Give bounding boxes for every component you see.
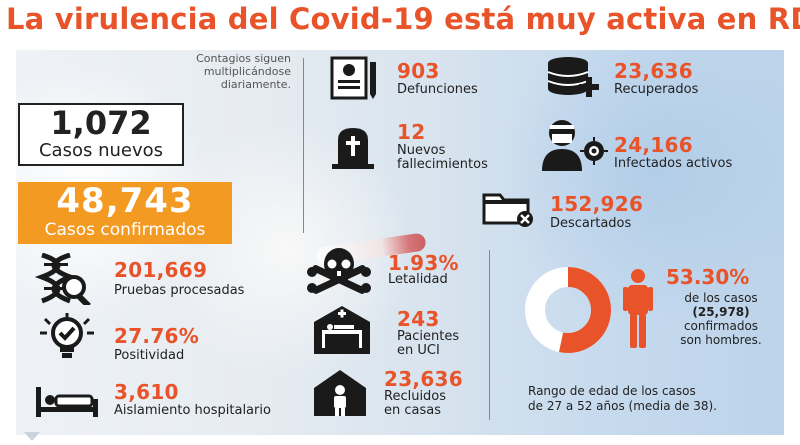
recuperados-value: 23,636 (614, 59, 693, 83)
pruebas-label: Pruebas procesadas (114, 283, 245, 298)
uci-label: en UCI (397, 343, 440, 358)
hombres-caption-line: son hombres. (680, 333, 762, 347)
casos-nuevos-box: 1,072 Casos nuevos (18, 103, 184, 166)
recuperados-label: Recuperados (614, 82, 699, 97)
infectados-value: 24,166 (614, 133, 693, 157)
pruebas-value: 201,669 (114, 258, 208, 282)
defunciones-value: 903 (397, 59, 440, 83)
nuevos-fallecimientos-value: 12 (397, 120, 426, 144)
positividad-value: 27.76% (114, 324, 200, 348)
aislamiento-value: 3,610 (114, 380, 179, 404)
page-title: La virulencia del Covid-19 está muy acti… (6, 2, 800, 36)
uci-value: 243 (397, 307, 440, 331)
casos-confirmados-box: 48,743 Casos confirmados (18, 182, 232, 244)
hombres-percent: 53.30% (666, 265, 750, 289)
hombres-caption-line: (25,978) (692, 305, 750, 319)
gender-ring-chart (525, 267, 653, 353)
infectados-label: Infectados activos (614, 156, 733, 171)
nuevos-fallecimientos-label: fallecimientos (397, 157, 488, 172)
descartados-value: 152,926 (550, 192, 644, 216)
database-plus-icon (547, 57, 599, 97)
positividad-label: Positividad (114, 348, 185, 363)
divider (303, 58, 304, 233)
dna-magnifier-icon (34, 253, 91, 305)
recluidos-label: en casas (384, 403, 441, 418)
house-person-icon (314, 370, 366, 416)
rango-edad-line: Rango de edad de los casos (528, 384, 696, 398)
death-certificate-icon (330, 56, 376, 100)
masked-person-virus-icon (542, 120, 608, 171)
descartados-label: Descartados (550, 216, 632, 231)
lightbulb-check-icon (40, 313, 94, 358)
hombres-caption: de los casos (25,978) confirmados son ho… (666, 291, 776, 347)
casos-confirmados-label: Casos confirmados (44, 220, 206, 240)
casos-nuevos-label: Casos nuevos (38, 140, 164, 161)
casos-nuevos-value: 1,072 (50, 104, 152, 142)
intro-text: Contagios siguen multiplicándose diariam… (196, 52, 291, 91)
aislamiento-label: Aislamiento hospitalario (114, 403, 271, 418)
casos-confirmados-value: 48,743 (56, 181, 194, 221)
man-figure-icon (623, 269, 653, 348)
hospital-bed-icon (314, 306, 370, 354)
nuevos-fallecimientos-label: Nuevos (397, 143, 446, 158)
hombres-caption-line: confirmados (683, 319, 759, 333)
folder-x-icon (482, 193, 533, 227)
letalidad-value: 1.93% (388, 251, 459, 275)
rango-edad-line: de 27 a 52 años (media de 38). (528, 399, 717, 413)
tombstone-icon (332, 128, 374, 169)
letalidad-label: Letalidad (388, 272, 448, 287)
uci-label: Pacientes (397, 329, 460, 344)
callout-pointer (24, 432, 40, 441)
skull-crossbones-icon (307, 248, 371, 294)
divider (489, 250, 490, 420)
defunciones-label: Defunciones (397, 82, 478, 97)
rango-edad-note: Rango de edad de los casos de 27 a 52 añ… (528, 384, 778, 414)
recluidos-label: Recluidos (384, 389, 447, 404)
ring-share-arc (525, 267, 611, 353)
hombres-caption-line: de los casos (684, 291, 758, 305)
patient-bed-icon (36, 387, 98, 417)
recluidos-value: 23,636 (384, 367, 463, 391)
